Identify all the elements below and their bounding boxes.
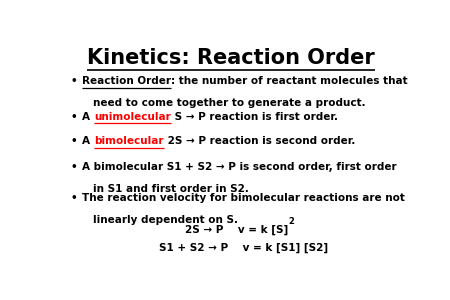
Text: need to come together to generate a product.: need to come together to generate a prod… — [93, 98, 365, 108]
Text: A: A — [82, 136, 94, 146]
Text: The reaction velocity for bimolecular reactions are not: The reaction velocity for bimolecular re… — [82, 193, 405, 203]
Text: •: • — [70, 193, 77, 203]
Text: in S1 and first order in S2.: in S1 and first order in S2. — [93, 184, 249, 194]
Text: 2: 2 — [288, 217, 294, 226]
Text: Reaction Order: Reaction Order — [82, 76, 171, 86]
Text: linearly dependent on S.: linearly dependent on S. — [93, 215, 238, 225]
Text: A bimolecular S1 + S2 → P is second order, first order: A bimolecular S1 + S2 → P is second orde… — [82, 162, 397, 172]
Text: 2S → P    v = k [S]: 2S → P v = k [S] — [185, 224, 288, 235]
Text: Kinetics: Reaction Order: Kinetics: Reaction Order — [87, 47, 374, 68]
Text: A: A — [82, 112, 94, 122]
Text: •: • — [70, 76, 77, 86]
Text: •: • — [70, 136, 77, 146]
Text: S1 + S2 → P    v = k [S1] [S2]: S1 + S2 → P v = k [S1] [S2] — [159, 243, 328, 253]
Text: •: • — [70, 162, 77, 172]
Text: bimolecular: bimolecular — [94, 136, 163, 146]
Text: unimolecular: unimolecular — [94, 112, 171, 122]
Text: 2S → P reaction is second order.: 2S → P reaction is second order. — [163, 136, 355, 146]
Text: S → P reaction is first order.: S → P reaction is first order. — [171, 112, 338, 122]
Text: •: • — [70, 112, 77, 122]
Text: : the number of reactant molecules that: : the number of reactant molecules that — [171, 76, 408, 86]
